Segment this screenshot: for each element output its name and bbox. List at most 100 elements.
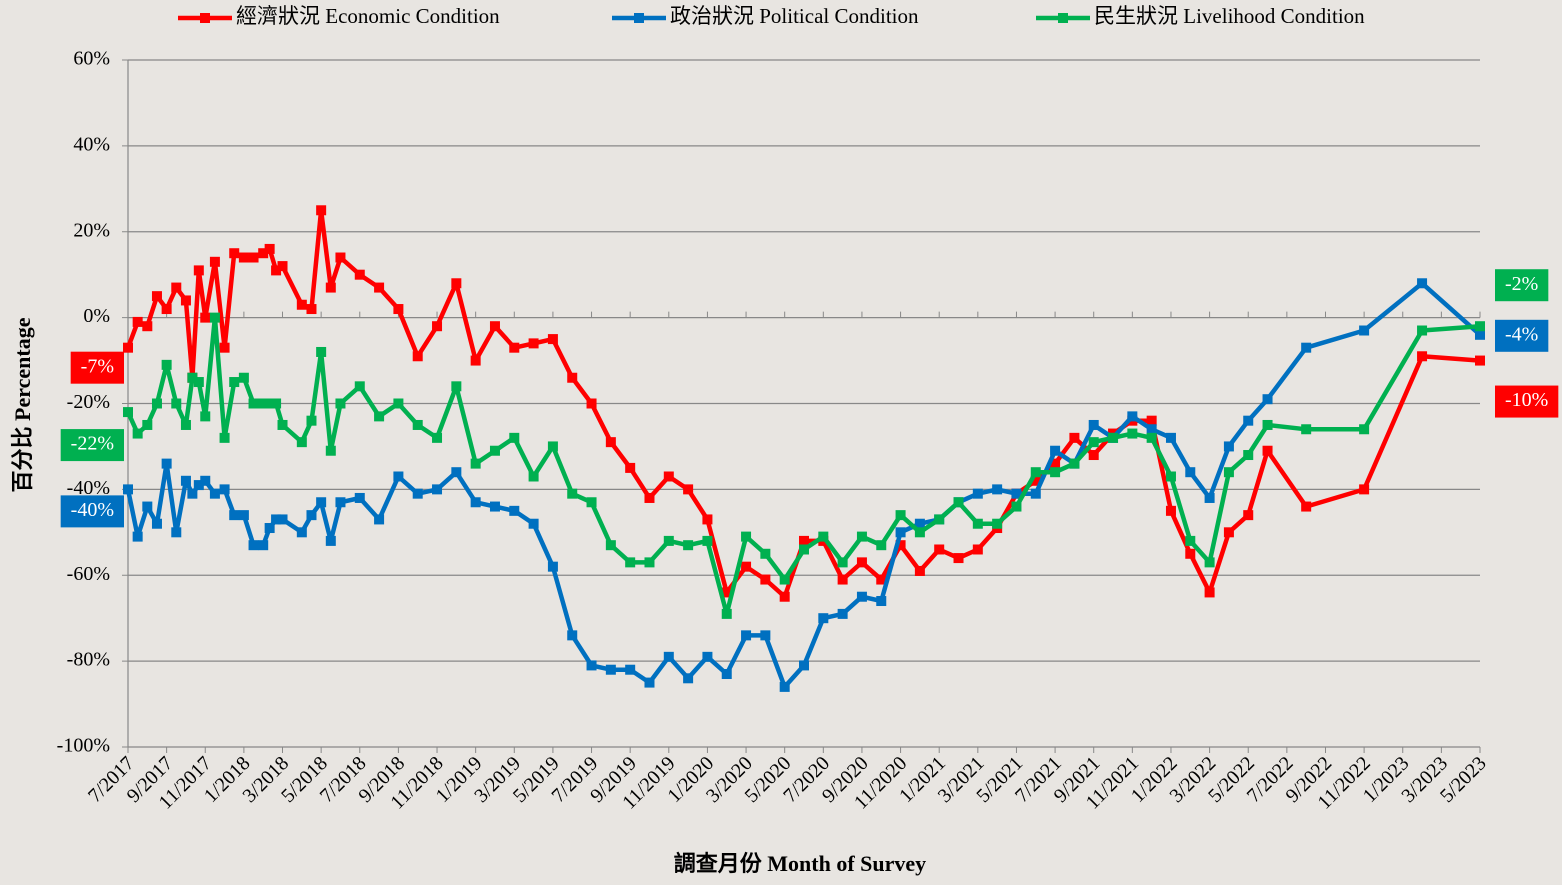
- point-marker: [799, 535, 809, 546]
- point-marker: [306, 304, 317, 315]
- point-marker: [547, 561, 558, 572]
- y-tick-label: -60%: [67, 563, 110, 585]
- point-marker: [470, 497, 481, 508]
- point-marker: [1223, 527, 1234, 538]
- point-marker: [683, 673, 694, 684]
- point-marker: [1359, 325, 1370, 336]
- point-marker: [1262, 419, 1273, 430]
- point-marker: [837, 608, 848, 619]
- point-marker: [895, 527, 906, 538]
- value-label: -4%: [1495, 319, 1549, 352]
- point-marker: [799, 544, 809, 555]
- point-marker: [644, 677, 655, 688]
- point-marker: [876, 574, 887, 585]
- point-marker: [683, 484, 694, 495]
- point-marker: [818, 531, 829, 542]
- point-marker: [432, 484, 443, 495]
- point-marker: [393, 471, 404, 482]
- point-marker: [586, 497, 597, 508]
- point-marker: [238, 252, 249, 263]
- point-marker: [248, 398, 259, 409]
- point-marker: [258, 398, 269, 409]
- point-marker: [325, 445, 336, 456]
- point-marker: [605, 540, 616, 551]
- point-marker: [721, 608, 732, 619]
- point-marker: [412, 351, 423, 362]
- point-marker: [1301, 424, 1312, 435]
- point-marker: [335, 398, 346, 409]
- point-marker: [1165, 505, 1176, 516]
- point-marker: [856, 591, 867, 602]
- point-marker: [509, 505, 520, 516]
- point-marker: [335, 252, 346, 263]
- point-marker: [1069, 458, 1080, 469]
- y-tick-label: 40%: [73, 133, 110, 155]
- series-line: [125, 281, 1482, 690]
- legend-label: 政治狀況 Political Condition: [670, 4, 919, 28]
- point-marker: [528, 471, 539, 482]
- point-marker: [470, 355, 481, 366]
- point-marker: [625, 462, 636, 473]
- point-marker: [432, 321, 443, 332]
- point-marker: [1165, 432, 1176, 443]
- point-marker: [451, 278, 462, 289]
- point-marker: [895, 510, 906, 521]
- point-marker: [325, 535, 336, 546]
- point-marker: [567, 372, 578, 383]
- point-marker: [238, 510, 249, 521]
- point-marker: [567, 488, 578, 499]
- point-marker: [171, 282, 182, 293]
- point-marker: [1417, 325, 1428, 336]
- point-marker: [264, 398, 275, 409]
- point-marker: [354, 492, 365, 503]
- point-marker: [663, 471, 674, 482]
- point-marker: [151, 398, 162, 409]
- point-marker: [187, 372, 198, 383]
- point-marker: [586, 398, 597, 409]
- point-marker: [325, 282, 336, 293]
- point-marker: [209, 312, 220, 323]
- value-label-box: [1495, 319, 1549, 352]
- point-marker: [193, 265, 204, 276]
- point-marker: [1475, 355, 1485, 366]
- point-marker: [509, 432, 520, 443]
- point-marker: [644, 492, 655, 503]
- point-marker: [248, 252, 259, 263]
- point-marker: [625, 557, 636, 568]
- point-marker: [876, 540, 887, 551]
- point-marker: [1011, 488, 1022, 499]
- point-marker: [779, 574, 790, 585]
- point-marker: [412, 419, 423, 430]
- point-marker: [335, 497, 346, 508]
- point-marker: [248, 540, 259, 551]
- point-marker: [180, 419, 191, 430]
- point-marker: [229, 377, 240, 388]
- point-marker: [702, 514, 713, 525]
- y-tick-label: 20%: [73, 219, 110, 241]
- y-tick-label: -40%: [67, 477, 110, 499]
- legend-label: 經濟狀況 Economic Condition: [236, 4, 500, 28]
- point-marker: [605, 664, 616, 675]
- point-marker: [123, 342, 133, 353]
- value-label: -7%: [70, 351, 124, 384]
- point-marker: [1475, 321, 1485, 332]
- point-marker: [1243, 510, 1254, 521]
- point-marker: [856, 531, 867, 542]
- point-marker: [151, 518, 162, 529]
- point-marker: [1127, 428, 1138, 439]
- point-marker: [818, 613, 829, 624]
- point-marker: [683, 540, 694, 551]
- point-marker: [972, 488, 983, 499]
- point-marker: [702, 535, 713, 546]
- point-marker: [1050, 467, 1061, 478]
- point-marker: [271, 265, 282, 276]
- value-label-box: [70, 351, 124, 384]
- point-marker: [200, 312, 211, 323]
- point-marker: [1185, 548, 1196, 559]
- point-marker: [209, 256, 220, 267]
- point-marker: [171, 527, 182, 538]
- point-marker: [1088, 450, 1099, 461]
- point-marker: [1185, 467, 1196, 478]
- point-marker: [432, 432, 443, 443]
- point-marker: [451, 381, 462, 392]
